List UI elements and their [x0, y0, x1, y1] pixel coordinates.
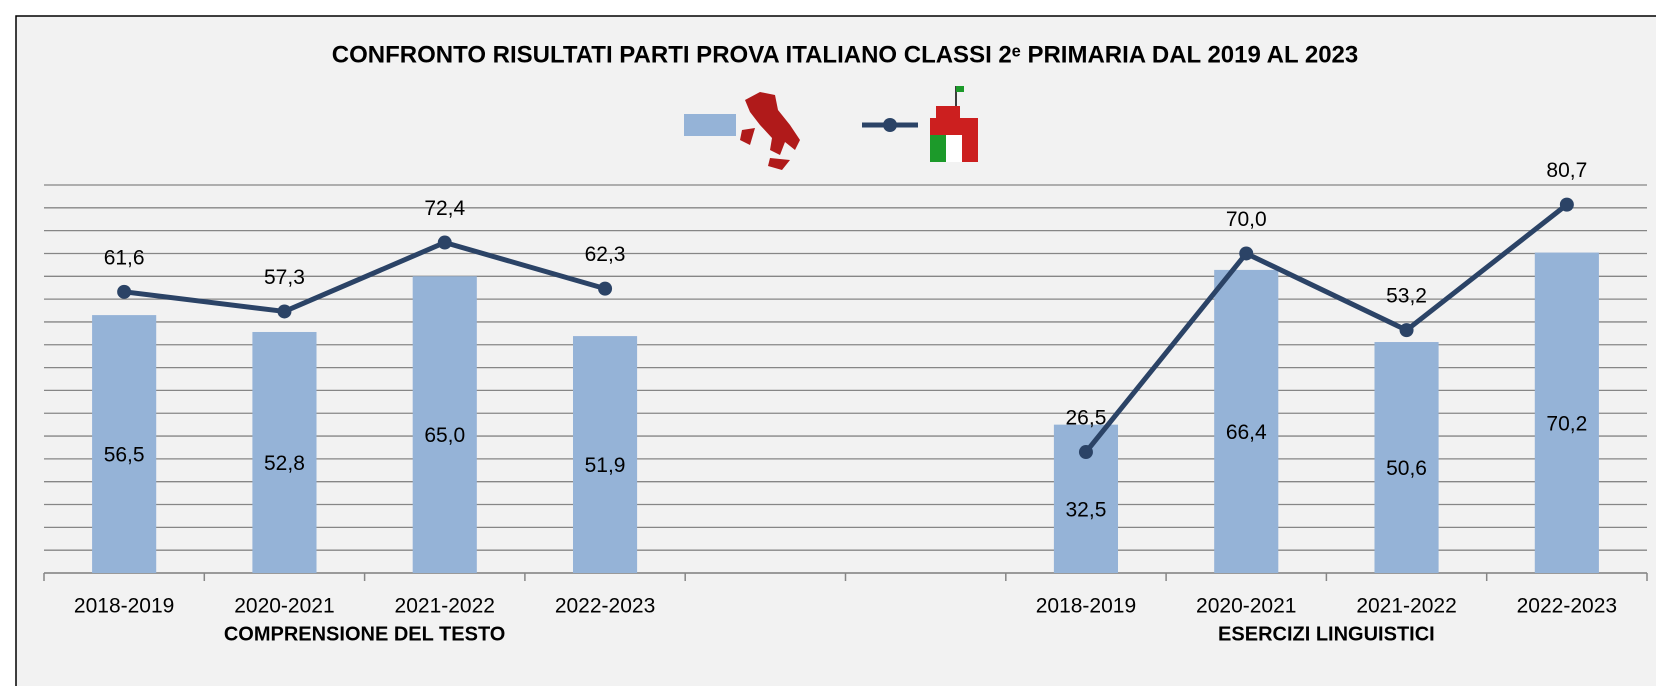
- line-marker: [598, 281, 613, 296]
- line-marker: [1078, 445, 1093, 460]
- line-marker: [277, 304, 292, 319]
- legend-swatch-bar: [684, 114, 736, 136]
- bar: [572, 336, 638, 573]
- group-label: COMPRENSIONE DEL TESTO: [224, 623, 506, 645]
- bar-value-label: 66,4: [1226, 421, 1267, 444]
- group-label: ESERCIZI LINGUISTICI: [1218, 623, 1435, 645]
- bar: [1374, 342, 1439, 573]
- line: [123, 240, 606, 314]
- bar-value-label: 70,2: [1546, 412, 1587, 435]
- legend-icon-school: [930, 86, 978, 162]
- x-tick-label: 2018-2019: [74, 595, 174, 618]
- x-tick-label: 2021-2022: [395, 595, 495, 618]
- bar-value-label: 56,5: [104, 444, 145, 467]
- line-value-label: 62,3: [585, 243, 626, 266]
- line-value-label: 80,7: [1546, 159, 1587, 182]
- x-tick-label: 2020-2021: [1196, 595, 1296, 618]
- chart-title: CONFRONTO RISULTATI PARTI PROVA ITALIANO…: [332, 41, 1358, 68]
- x-tick-label: 2021-2022: [1356, 595, 1456, 618]
- x-tick-label: 2020-2021: [234, 595, 334, 618]
- bar: [1214, 269, 1279, 573]
- bar-value-label: 50,6: [1386, 457, 1427, 480]
- line-marker: [1239, 246, 1254, 261]
- bar-value-label: 51,9: [585, 454, 626, 477]
- line-value-label: 53,2: [1386, 285, 1427, 308]
- x-tick-label: 2018-2019: [1036, 595, 1136, 618]
- bar: [92, 315, 157, 573]
- line-value-label: 57,3: [264, 266, 305, 289]
- line: [1084, 202, 1569, 454]
- bar: [412, 276, 477, 573]
- line-marker: [1559, 197, 1574, 212]
- bar: [252, 331, 317, 573]
- bar-value-label: 65,0: [424, 424, 465, 447]
- x-tick-label: 2022-2023: [555, 595, 655, 618]
- line-value-label: 61,6: [104, 246, 145, 269]
- line-marker: [437, 235, 452, 250]
- bar-value-label: 32,5: [1066, 498, 1107, 521]
- legend: [684, 86, 978, 170]
- legend-icon-italy: [740, 92, 800, 170]
- bar: [1534, 252, 1599, 573]
- line-marker: [1399, 323, 1414, 338]
- line-value-label: 70,0: [1226, 208, 1267, 231]
- legend-marker: [883, 118, 897, 132]
- line-value-label: 72,4: [424, 197, 465, 220]
- x-tick-label: 2022-2023: [1517, 595, 1617, 618]
- line-value-label: 26,5: [1066, 407, 1107, 430]
- line-marker: [117, 284, 132, 299]
- bar-value-label: 52,8: [264, 452, 305, 475]
